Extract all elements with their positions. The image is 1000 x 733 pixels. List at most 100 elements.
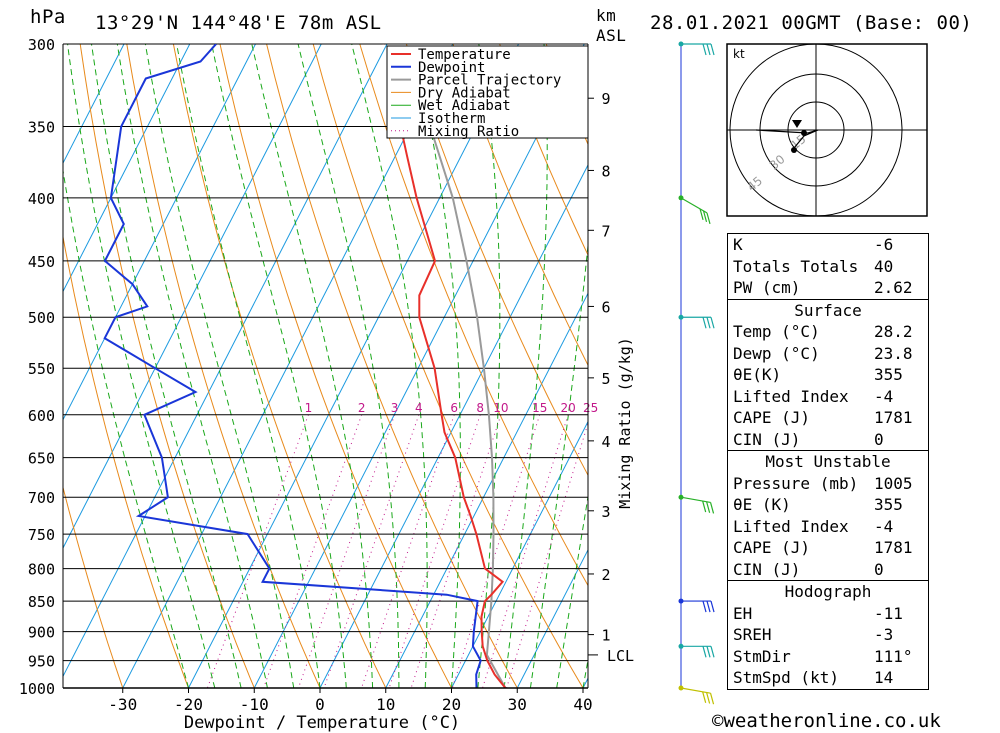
pressure-tick-label: 950 xyxy=(28,653,55,671)
pressure-tick-label: 450 xyxy=(28,253,55,271)
wind-barb-shaft xyxy=(680,197,708,214)
wind-barb-flag xyxy=(702,500,707,513)
index-label: Lifted Index xyxy=(733,386,849,406)
mixing-ratio-line xyxy=(263,414,363,688)
pressure-tick-label: 700 xyxy=(28,489,55,507)
pressure-tick-label: 500 xyxy=(28,309,55,327)
wind-barb xyxy=(678,643,715,658)
pressure-tick-label: 600 xyxy=(28,407,55,425)
wet-adiabat-line xyxy=(503,44,548,688)
index-row: SREH -3 xyxy=(728,624,928,646)
stability-indices-panel: K -6 Totals Totals 40 PW (cm) 2.62 Surface Te… xyxy=(727,233,929,690)
mixing-ratio-label: 10 xyxy=(493,401,508,415)
wind-barb-flag xyxy=(702,43,707,56)
km-tick-label: 3 xyxy=(601,503,610,521)
mixing-ratio-label: 20 xyxy=(560,401,575,415)
temperature-line xyxy=(399,126,507,688)
pressure-tick-label: 800 xyxy=(28,561,55,579)
index-label: CAPE (J) xyxy=(733,538,811,557)
wet-adiabat-line xyxy=(144,44,295,688)
index-row: θE (K) 355 xyxy=(728,494,928,516)
wind-barb xyxy=(678,195,711,225)
index-row: CIN (J) 0 xyxy=(728,559,928,581)
sounding-profiles xyxy=(103,44,507,688)
mixing-ratio-label: 25 xyxy=(583,401,598,415)
wind-barb-shaft xyxy=(680,687,711,694)
hodograph-marker xyxy=(801,130,807,136)
dry-adiabat-line xyxy=(452,44,588,367)
wet-adiabat-line xyxy=(63,167,189,688)
wind-barb-flag xyxy=(706,43,711,56)
wet-adiabat-line xyxy=(116,44,268,688)
pressure-tick-label: 650 xyxy=(28,450,55,468)
x-tick-label: -20 xyxy=(174,695,203,714)
km-tick-label: 8 xyxy=(601,162,610,180)
wet-adiabat-line xyxy=(477,44,501,688)
isotherm-line xyxy=(63,44,388,678)
index-row: CIN (J) 0 xyxy=(728,429,928,451)
wind-barb-flag xyxy=(709,502,715,514)
legend-entry: Isotherm xyxy=(418,111,485,127)
index-label: Lifted Index xyxy=(733,516,849,536)
dry-adiabat-line xyxy=(63,485,124,688)
index-label: θE(K) xyxy=(733,365,782,384)
hodograph-marker xyxy=(791,147,797,153)
index-label: θE (K) xyxy=(733,495,791,514)
wind-barb xyxy=(678,314,715,329)
index-row: EH -11 xyxy=(728,603,928,625)
x-tick-label: 30 xyxy=(508,695,527,714)
parcel-trajectory-line xyxy=(429,126,507,688)
km-tick-label: 6 xyxy=(601,298,610,316)
wind-barb-flag xyxy=(710,43,715,56)
index-value: -11 xyxy=(874,603,903,623)
pressure-tick-label: 300 xyxy=(28,36,55,54)
wind-barb-flag xyxy=(702,600,707,613)
wind-barb-flag xyxy=(710,646,715,658)
x-axis-title: Dewpoint / Temperature (°C) xyxy=(184,713,460,733)
index-label: SREH xyxy=(733,625,772,644)
index-label: StmDir xyxy=(733,646,791,666)
km-unit-label: km xyxy=(596,6,617,25)
wind-barb-flag xyxy=(709,693,715,705)
mixing-ratio-label: 2 xyxy=(358,401,366,415)
index-value: 1005 xyxy=(874,473,913,493)
index-row: PW (cm) 2.62 xyxy=(728,277,928,299)
index-value: 0 xyxy=(874,559,884,579)
x-tick-label: -10 xyxy=(240,695,269,714)
index-label: Dewp (°C) xyxy=(733,343,820,363)
pressure-tick-label: 550 xyxy=(28,360,55,378)
most-unstable-section-title: Most Unstable xyxy=(728,450,928,473)
km-tick-label: 2 xyxy=(601,566,610,584)
legend-entry: Mixing Ratio xyxy=(418,124,519,140)
index-row: K -6 xyxy=(728,234,928,256)
wind-profile-column xyxy=(678,41,715,705)
wind-barb-flag xyxy=(710,317,715,329)
isotherm-line xyxy=(122,44,454,688)
index-value: 0 xyxy=(874,429,884,449)
asl-unit-label: ASL xyxy=(596,26,627,45)
mixing-ratio-label: 8 xyxy=(476,401,484,415)
index-value: 1781 xyxy=(874,538,913,557)
index-value: 2.62 xyxy=(874,278,913,297)
pressure-tick-label: 750 xyxy=(28,526,55,544)
dry-adiabat-line xyxy=(219,44,452,688)
isotherm-line xyxy=(253,44,585,688)
temperature-upper-line xyxy=(382,44,384,45)
index-value: 1781 xyxy=(874,408,913,427)
dry-adiabat-line xyxy=(919,44,1000,688)
mixing-ratio-line xyxy=(482,414,569,688)
datetime-title: 28.01.2021 00GMT (Base: 00) xyxy=(650,12,973,34)
wet-adiabat-line xyxy=(91,44,242,688)
wind-barb-flag xyxy=(706,501,711,513)
legend-entry: Wet Adiabat xyxy=(418,98,511,114)
copyright-footer: ©weatheronline.co.uk xyxy=(712,710,941,732)
index-label: Totals Totals xyxy=(733,256,859,276)
wind-barb-flag xyxy=(702,210,708,223)
mixing-ratio-line xyxy=(361,414,455,688)
wind-barb-flag xyxy=(706,600,711,613)
isotherm-line xyxy=(63,44,191,293)
x-tick-label: 20 xyxy=(442,695,461,714)
wind-barb xyxy=(678,598,715,613)
x-tick-label: 0 xyxy=(315,695,325,714)
